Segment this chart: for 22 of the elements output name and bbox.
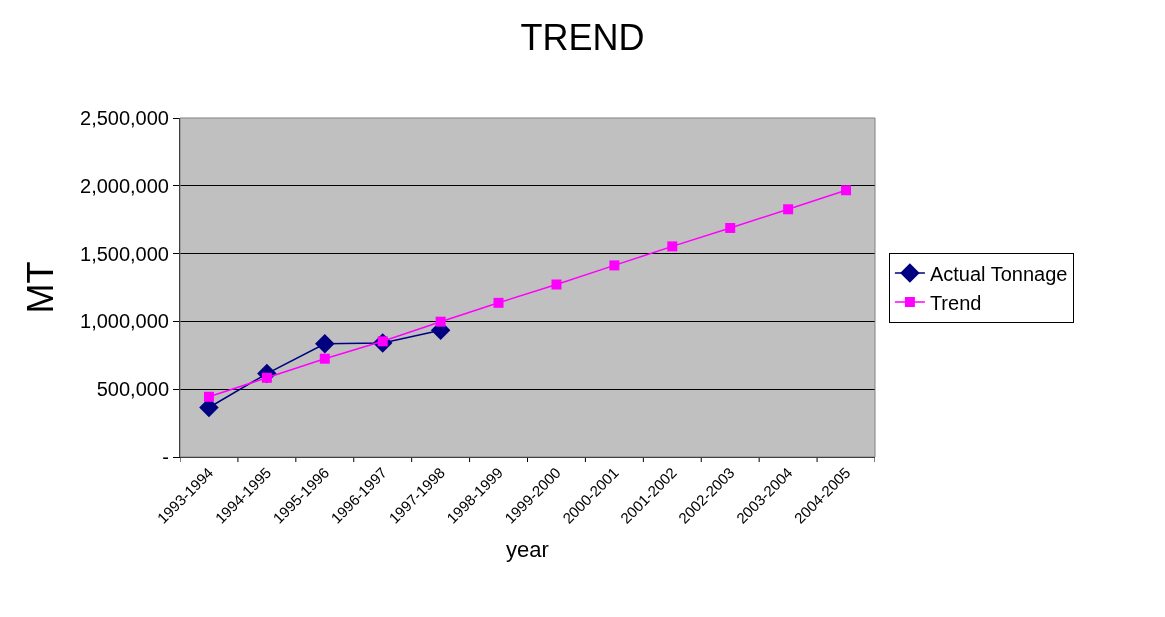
y-tick-label: 2,000,000: [80, 174, 169, 197]
point: [841, 185, 852, 196]
point: [203, 391, 214, 402]
y-tick-label: 2,500,000: [80, 107, 169, 129]
y-tick-label: 500,000: [96, 378, 169, 401]
chart-title: TREND: [520, 16, 645, 58]
point: [667, 241, 678, 252]
point: [551, 279, 562, 290]
point: [315, 334, 335, 354]
point: [319, 353, 330, 364]
y-axis-title: MT: [19, 261, 61, 314]
y-tick-label: 1,000,000: [80, 310, 169, 333]
point: [783, 204, 794, 215]
point: [609, 260, 620, 271]
y-tick-label: 1,500,000: [80, 242, 169, 265]
y-tick-label: -: [162, 446, 169, 468]
point: [435, 316, 446, 327]
point: [725, 222, 736, 233]
point: [493, 297, 504, 308]
legend-label: Trend: [929, 291, 982, 314]
x-axis-title: year: [506, 536, 549, 562]
legend-label: Actual Tonnage: [929, 262, 1068, 285]
